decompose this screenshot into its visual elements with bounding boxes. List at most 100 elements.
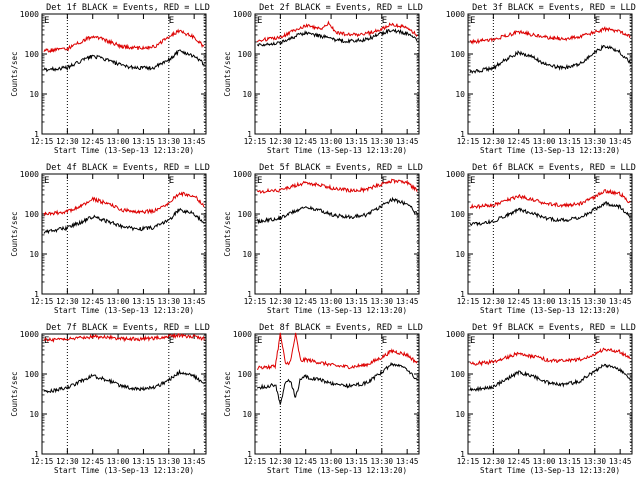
x-tick-label: 12:45 <box>294 457 317 466</box>
panel-title: Det 9f BLACK = Events, RED = LLD <box>472 323 636 333</box>
x-tick-label: 12:45 <box>507 297 530 306</box>
y-axis-label: Counts/sec <box>10 51 19 96</box>
panel-title: Det 6f BLACK = Events, RED = LLD <box>472 163 636 173</box>
events-series-line <box>43 207 205 235</box>
x-tick-label: 12:15 <box>457 137 480 146</box>
x-tick-label: 13:30 <box>584 297 607 306</box>
lld-series-line <box>256 332 418 371</box>
x-tick-label: 12:30 <box>56 457 79 466</box>
y-tick-label: 10 <box>29 250 39 259</box>
y-axis-label: Counts/sec <box>223 211 232 256</box>
panel-title: Det 3f BLACK = Events, RED = LLD <box>472 3 636 13</box>
x-tick-label: 13:45 <box>396 297 419 306</box>
lld-series-line <box>43 28 205 54</box>
y-tick-label: 10 <box>29 410 39 419</box>
y-tick-label: 1 <box>247 290 252 299</box>
x-tick-label: 12:15 <box>31 137 54 146</box>
event-marker-label: E <box>169 176 174 186</box>
x-tick-label: 12:45 <box>81 297 104 306</box>
events-series-line <box>469 44 631 74</box>
y-tick-label: 100 <box>25 370 40 379</box>
x-tick-label: 13:15 <box>345 137 368 146</box>
y-tick-label: 1000 <box>20 330 39 339</box>
x-tick-label: 13:15 <box>345 457 368 466</box>
event-marker-label: E <box>470 336 475 346</box>
x-tick-label: 12:30 <box>482 297 505 306</box>
y-tick-label: 10 <box>455 410 465 419</box>
x-tick-label: 13:45 <box>609 297 632 306</box>
x-tick-label: 13:15 <box>558 137 581 146</box>
y-tick-label: 1000 <box>446 10 465 19</box>
x-axis-label: Start Time (13-Sep-13 12:13:20) <box>267 146 407 155</box>
x-tick-label: 12:30 <box>269 297 292 306</box>
y-tick-label: 100 <box>451 210 466 219</box>
y-tick-label: 1 <box>34 290 39 299</box>
events-series-line <box>256 28 418 47</box>
panel-title: Det 1f BLACK = Events, RED = LLD <box>46 3 210 13</box>
event-marker-label: E <box>595 16 600 26</box>
plot-frame <box>467 13 633 135</box>
event-marker-label: E <box>257 16 262 26</box>
events-series-line <box>469 201 631 227</box>
x-axis-label: Start Time (13-Sep-13 12:13:20) <box>267 466 407 475</box>
x-tick-label: 12:30 <box>269 137 292 146</box>
panel-9: Det 9f BLACK = Events, RED = LLD 1 10 100 10… <box>446 323 636 475</box>
y-tick-label: 1 <box>460 130 465 139</box>
y-tick-label: 1000 <box>446 330 465 339</box>
panel-title: Det 7f BLACK = Events, RED = LLD <box>46 323 210 333</box>
x-tick-label: 13:30 <box>371 137 394 146</box>
x-tick-label: 13:15 <box>132 137 155 146</box>
plot-frame <box>41 173 207 295</box>
panel-6: Det 6f BLACK = Events, RED = LLD 1 10 100 10… <box>446 163 636 315</box>
lld-series-line <box>469 347 631 367</box>
x-tick-label: 13:15 <box>132 457 155 466</box>
events-series-line <box>257 361 418 405</box>
x-tick-label: 13:45 <box>609 457 632 466</box>
x-tick-label: 13:30 <box>584 457 607 466</box>
x-tick-label: 13:45 <box>609 137 632 146</box>
x-tick-label: 12:15 <box>457 457 480 466</box>
y-tick-label: 100 <box>451 50 466 59</box>
plot-frame <box>254 333 420 455</box>
y-tick-label: 100 <box>238 50 253 59</box>
x-axis-label: Start Time (13-Sep-13 12:13:20) <box>267 306 407 315</box>
events-series-line <box>256 196 418 225</box>
panel-title: Det 8f BLACK = Events, RED = LLD <box>259 323 423 333</box>
y-tick-label: 1000 <box>233 170 252 179</box>
x-axis-label: Start Time (13-Sep-13 12:13:20) <box>54 146 194 155</box>
x-tick-label: 13:00 <box>533 297 556 306</box>
y-tick-label: 10 <box>242 250 252 259</box>
x-tick-label: 13:45 <box>396 137 419 146</box>
event-marker-label: E <box>595 176 600 186</box>
x-axis-label: Start Time (13-Sep-13 12:13:20) <box>54 306 194 315</box>
x-tick-label: 13:00 <box>533 137 556 146</box>
x-tick-label: 12:45 <box>294 137 317 146</box>
event-marker-label: E <box>44 176 49 186</box>
events-series-line <box>43 49 205 73</box>
x-tick-label: 13:00 <box>320 137 343 146</box>
y-tick-label: 10 <box>242 410 252 419</box>
x-tick-label: 12:45 <box>294 297 317 306</box>
y-tick-label: 1 <box>34 130 39 139</box>
panel-3: Det 3f BLACK = Events, RED = LLD 1 10 100 10… <box>446 3 636 155</box>
y-tick-label: 10 <box>455 90 465 99</box>
x-tick-label: 13:45 <box>183 297 206 306</box>
panel-8: Det 8f BLACK = Events, RED = LLD 1 10 100 10… <box>223 323 423 475</box>
plot-frame <box>41 333 207 455</box>
panel-4: Det 4f BLACK = Events, RED = LLD 1 10 100 10… <box>10 163 210 315</box>
x-tick-label: 12:15 <box>31 297 54 306</box>
x-tick-label: 13:00 <box>107 297 130 306</box>
x-tick-label: 12:45 <box>507 457 530 466</box>
lld-series-line <box>256 20 418 43</box>
y-tick-label: 10 <box>455 250 465 259</box>
x-tick-label: 12:30 <box>482 137 505 146</box>
x-tick-label: 13:00 <box>533 457 556 466</box>
event-marker-label: E <box>382 16 387 26</box>
plot-frame <box>254 13 420 135</box>
lld-series-line <box>43 332 205 343</box>
y-tick-label: 10 <box>29 90 39 99</box>
plot-frame <box>467 173 633 295</box>
x-tick-label: 12:30 <box>56 297 79 306</box>
event-marker-label: E <box>382 176 387 186</box>
x-tick-label: 12:30 <box>269 457 292 466</box>
